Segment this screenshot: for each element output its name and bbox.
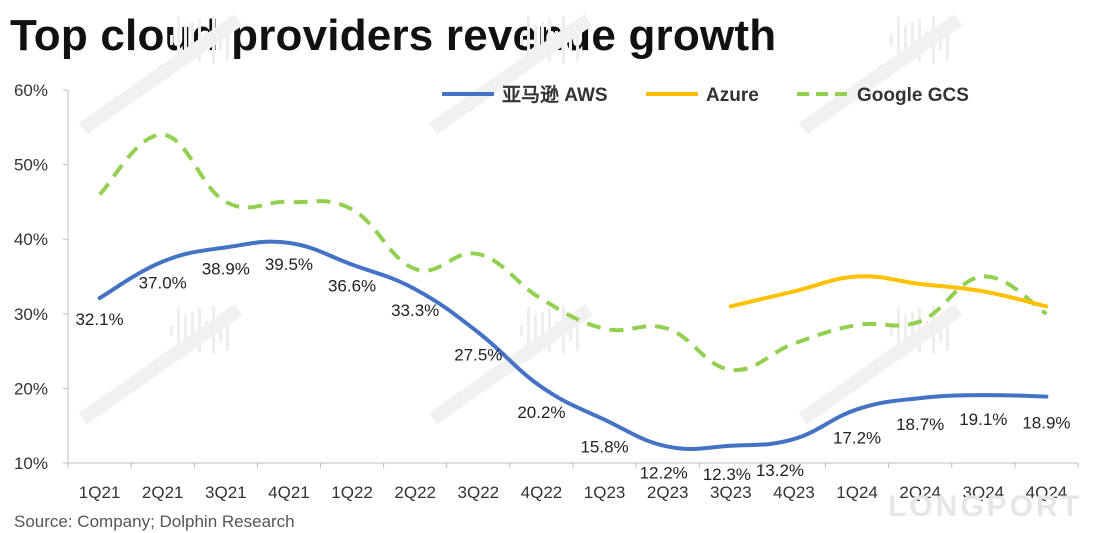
series-line-1 [728, 274, 1049, 309]
y-tick-label: 30% [14, 305, 48, 324]
x-tick-label: 3Q24 [963, 483, 1005, 502]
x-tick-label: 3Q21 [205, 483, 247, 502]
aws-data-label: 13.2% [756, 461, 804, 480]
watermark-stripe [798, 303, 963, 425]
x-tick-label: 4Q21 [268, 483, 310, 502]
watermark-bar [897, 306, 900, 354]
watermark-bar [946, 309, 949, 351]
watermark-bar [170, 325, 173, 335]
legend: 亚马逊 AWS Azure Google GCS [442, 84, 969, 106]
aws-data-label: 12.3% [703, 465, 751, 484]
aws-data-label: 32.1% [75, 310, 123, 329]
series-line-0 [97, 239, 1049, 452]
watermark-bar [904, 315, 907, 345]
watermark-bar [576, 19, 579, 61]
chart-title: Top cloud providers revenue growth [10, 11, 777, 60]
x-tick-label: 1Q22 [331, 483, 373, 502]
watermark-bar [897, 16, 900, 64]
x-tick-label: 4Q24 [1026, 483, 1068, 502]
watermark-bar [911, 21, 914, 59]
y-tick-label: 60% [14, 81, 48, 100]
watermark-bar [177, 306, 180, 354]
aws-data-label: 20.2% [517, 403, 565, 422]
aws-data-label: 12.2% [640, 464, 688, 483]
x-tick-label: 2Q21 [142, 483, 184, 502]
watermark-layer [78, 13, 963, 425]
x-tick-label: 4Q23 [773, 483, 815, 502]
watermark-bar [527, 306, 530, 354]
aws-data-label: 39.5% [265, 255, 313, 274]
aws-data-label: 19.1% [959, 410, 1007, 429]
watermark-bar [226, 309, 229, 351]
x-tick-label: 1Q21 [79, 483, 121, 502]
y-tick-label: 10% [14, 454, 48, 473]
watermark-stripe [78, 303, 243, 425]
watermark-bar [890, 325, 893, 335]
watermark-stripe [428, 303, 593, 425]
series-lines [97, 132, 1049, 452]
source-note: Source: Company; Dolphin Research [14, 512, 295, 531]
watermark-bar [520, 325, 523, 335]
aws-data-label: 18.7% [896, 415, 944, 434]
x-tick-label: 1Q24 [836, 483, 878, 502]
watermark-bar [541, 311, 544, 349]
data-labels: 32.1% 37.0% 38.9% 39.5% 36.6% 33.3% 27.5% 20.2%… [75, 255, 1070, 484]
watermark-bar [191, 311, 194, 349]
watermark-bar [911, 311, 914, 349]
watermark-bar [520, 35, 523, 45]
x-tick-label: 2Q24 [899, 483, 941, 502]
legend-label: Azure [706, 85, 759, 106]
x-tick-label: 1Q23 [584, 483, 626, 502]
aws-data-label: 38.9% [202, 259, 250, 278]
x-tick-label: 3Q23 [710, 483, 752, 502]
watermark-bar [170, 35, 173, 45]
aws-data-label: 36.6% [328, 277, 376, 296]
aws-data-label: 15.8% [580, 438, 628, 457]
watermark-bar [904, 25, 907, 55]
aws-data-label: 18.9% [1022, 414, 1070, 433]
watermark-bar [527, 16, 530, 64]
aws-data-label: 27.5% [454, 345, 502, 364]
x-tick-label: 3Q22 [458, 483, 500, 502]
watermark-bar [541, 21, 544, 59]
legend-label: Google GCS [857, 85, 969, 106]
watermark-bar [177, 16, 180, 64]
watermark-stripe [78, 13, 243, 135]
watermark-bar [890, 35, 893, 45]
watermark-bar [946, 19, 949, 61]
aws-data-label: 17.2% [833, 428, 881, 447]
series-line-2 [98, 132, 1048, 372]
watermark-bar [184, 315, 187, 345]
watermark-stripe [428, 13, 593, 135]
watermark-bar [534, 315, 537, 345]
watermark-bar [184, 25, 187, 55]
x-tick-label: 4Q22 [521, 483, 563, 502]
watermark-bar [534, 25, 537, 55]
aws-data-label: 37.0% [139, 274, 187, 293]
legend-label: 亚马逊 AWS [502, 84, 608, 106]
y-tick-label: 50% [14, 156, 48, 175]
watermark-stripe [798, 13, 963, 135]
axes: 10% 20% 30% 40% 50% 60% 1Q21 2Q21 3Q21 4Q21 1Q22 2Q… [14, 81, 1079, 502]
watermark-bar [191, 21, 194, 59]
x-tick-label: 2Q22 [394, 483, 436, 502]
brand-watermark: LONGPORT [888, 490, 1082, 523]
watermark-bar [226, 19, 229, 61]
x-tick-label: 2Q23 [647, 483, 689, 502]
aws-data-label: 33.3% [391, 301, 439, 320]
y-tick-label: 40% [14, 230, 48, 249]
y-tick-label: 20% [14, 379, 48, 398]
watermark-bar [576, 309, 579, 351]
